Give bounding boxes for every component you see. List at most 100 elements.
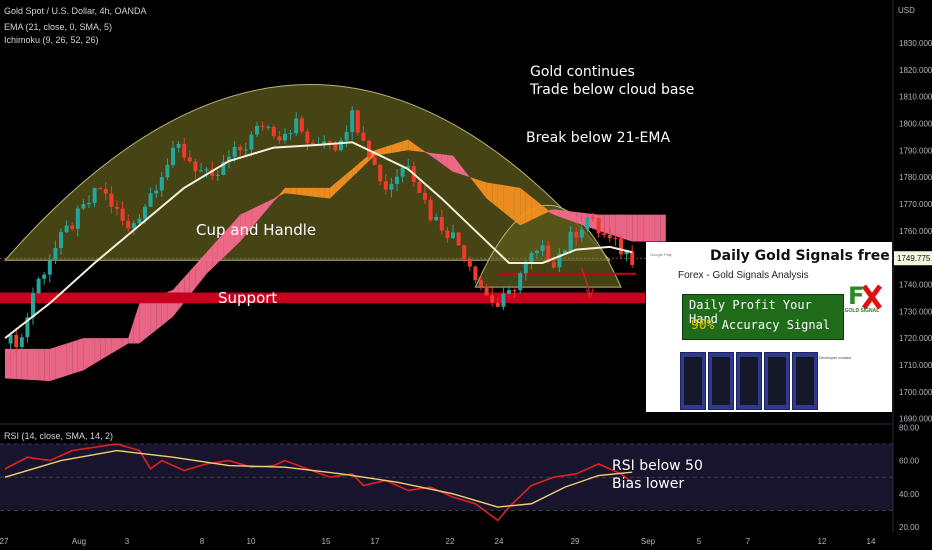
candle-body [143, 206, 147, 219]
price-tick-label: 1820.000 [899, 66, 932, 75]
app-screenshot-3 [736, 352, 762, 410]
candle-body [355, 110, 360, 133]
cloud-segment [458, 162, 465, 176]
candle-body [182, 143, 187, 158]
candle-body [467, 258, 472, 267]
time-tick-label: Aug [72, 537, 86, 546]
candle-body [243, 149, 248, 151]
ema-legend: EMA (21, close, 0, SMA, 5) [4, 22, 113, 32]
support-zone [0, 292, 645, 304]
cloud-segment [346, 169, 353, 183]
candle-body [53, 248, 58, 261]
time-tick-label: 29 [571, 537, 580, 546]
time-tick-label: 12 [818, 537, 827, 546]
cloud-segment [531, 196, 537, 221]
candle-body [518, 273, 523, 291]
candle-body [327, 141, 332, 144]
rsi-legend: RSI (14, close, SMA, 14, 2) [4, 431, 114, 441]
cloud-segment [637, 214, 644, 242]
ad-promo-line1: Daily Profit Your Hand [689, 298, 812, 326]
cloud-segment [520, 187, 526, 226]
cloud-segment [363, 154, 369, 167]
candle-body [115, 206, 119, 209]
candle-body [193, 161, 198, 172]
candle-body [311, 142, 315, 145]
candle-body [255, 125, 259, 135]
candle-body [221, 162, 226, 175]
cloud-segment [10, 348, 17, 380]
cloud-segment [301, 187, 308, 196]
cloud-segment [385, 144, 392, 154]
time-tick-label: 3 [125, 537, 130, 546]
cloud-segment [391, 143, 397, 153]
price-tick-label: 1690.000 [899, 415, 932, 424]
cloud-segment [464, 169, 470, 178]
cloud-segment [626, 214, 633, 242]
cloud-segment [5, 348, 11, 379]
cloud-segment [307, 187, 313, 197]
candle-body [59, 232, 63, 249]
candle-body [8, 334, 13, 344]
candle-body [523, 261, 528, 274]
cloud-segment [44, 348, 50, 382]
candle-body [607, 234, 612, 239]
candle-body [557, 253, 562, 268]
candle-body [47, 260, 52, 275]
cloud-segment [447, 154, 453, 172]
candle-body [445, 230, 450, 239]
cloud-segment [189, 264, 196, 296]
candle-body [568, 231, 573, 251]
time-tick-label: 27 [0, 537, 9, 546]
candle-body [288, 133, 293, 135]
cloud-segment [273, 194, 280, 202]
cloud-segment [604, 214, 610, 235]
app-screenshot-4 [764, 352, 790, 410]
candle-body [339, 140, 343, 151]
time-tick-label: 7 [746, 537, 751, 546]
time-tick-label: 8 [200, 537, 205, 546]
annotation-gold-continues-2: Trade below cloud base [530, 82, 695, 98]
cloud-segment [223, 227, 229, 258]
candle-body [361, 132, 366, 141]
candle-body [75, 208, 80, 229]
ad-accuracy-value: 90% [691, 318, 715, 333]
ad-developer-contact: Developer contact [819, 355, 852, 360]
price-tick-label: 1800.000 [899, 119, 932, 128]
candle-body [546, 245, 551, 262]
candle-body [529, 253, 534, 262]
ad-accuracy-text: Accuracy Signal [714, 318, 831, 332]
annotation-gold-continues-1: Gold continues [530, 64, 635, 80]
candle-body [602, 233, 607, 235]
candle-body [299, 118, 304, 132]
cloud-segment [122, 338, 129, 347]
time-tick-label: 17 [371, 537, 380, 546]
time-tick-label: 14 [867, 537, 876, 546]
candle-body [484, 286, 489, 296]
cloud-segment [649, 214, 655, 242]
candle-body [42, 274, 47, 279]
candle-body [579, 229, 584, 238]
cloud-segment [615, 214, 621, 238]
cloud-segment [139, 301, 145, 344]
app-screenshot-1 [680, 352, 706, 410]
app-screenshot-2 [708, 352, 734, 410]
ad-banner[interactable]: Google Play Daily Gold Signals free Fore… [646, 242, 892, 412]
candle-body [165, 164, 170, 178]
fx-logo-icon: F [848, 282, 882, 310]
cloud-segment [341, 173, 347, 188]
cloud-segment [324, 187, 330, 199]
candle-body [64, 225, 69, 233]
cloud-segment [251, 206, 257, 229]
cloud-segment [413, 143, 420, 152]
price-tick-label: 1780.000 [899, 173, 932, 182]
time-tick-label: 10 [247, 537, 256, 546]
time-tick-label: Sep [641, 537, 656, 546]
cloud-segment [240, 212, 246, 242]
price-tick-label: 1740.000 [899, 280, 932, 289]
candle-body [423, 192, 427, 200]
cloud-segment [133, 303, 140, 344]
candle-body [495, 302, 500, 307]
cloud-segment [565, 210, 571, 221]
cloud-segment [234, 214, 241, 247]
